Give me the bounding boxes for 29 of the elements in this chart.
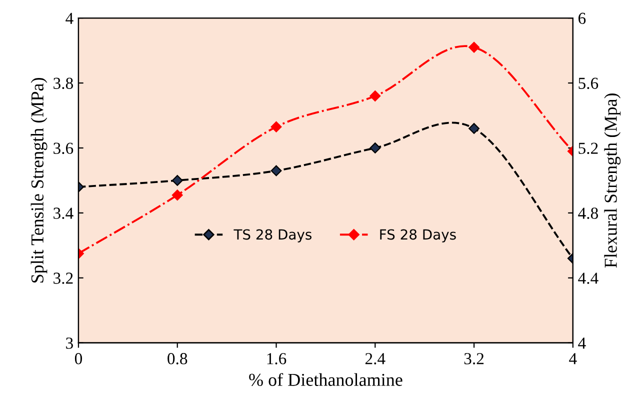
- y2-tick-label: 6: [578, 12, 586, 24]
- y-tick-label: 3.6: [54, 142, 74, 154]
- point: [270, 121, 282, 132]
- point: [270, 165, 282, 176]
- y2-tick-label: 4: [578, 338, 586, 349]
- x-tick-label: 0: [74, 353, 82, 364]
- point: [172, 190, 183, 201]
- x-tick-label: 1.6: [267, 353, 286, 364]
- legend-label: FS 28 Days: [380, 229, 456, 242]
- y-tick-label: 3.4: [54, 208, 74, 219]
- y-tick-label: 3.8: [54, 78, 73, 90]
- y-tick-label: 3: [66, 338, 73, 349]
- point: [370, 142, 381, 154]
- point: [370, 90, 381, 102]
- y-tick-label: 3.2: [54, 272, 73, 284]
- y2-tick-label: 4.4: [578, 272, 598, 284]
- legend-label: TS 28 Days: [234, 229, 312, 242]
- x-tick-label: 2.4: [365, 353, 386, 364]
- y2-tick-label: 5.2: [578, 142, 598, 154]
- y2-axis-title: Flexural Strength (Mpa): [604, 93, 621, 268]
- y-tick-label: 4: [66, 12, 74, 24]
- y-axis-title: Split Tensile Strength (MPa): [30, 78, 48, 283]
- x-axis-title: % of Diethanolamine: [249, 373, 402, 386]
- x-tick-label: 4: [569, 353, 577, 364]
- y2-tick-label: 5.6: [578, 78, 598, 90]
- x-tick-label: 3.2: [464, 353, 484, 364]
- point: [172, 174, 183, 186]
- x-tick-label: 0.8: [168, 353, 188, 364]
- y2-tick-label: 4.8: [578, 208, 598, 219]
